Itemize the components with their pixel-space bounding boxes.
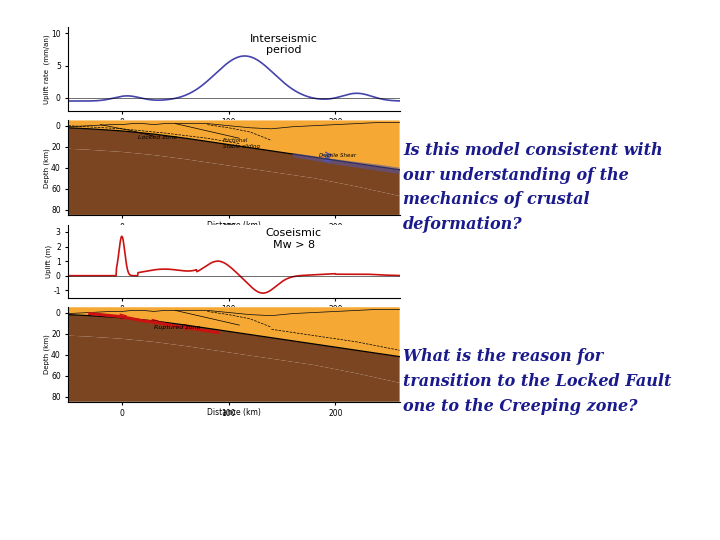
Text: Ruptured zone: Ruptured zone (154, 325, 200, 330)
Y-axis label: Depth (km): Depth (km) (43, 148, 50, 187)
Text: Interseismic
period: Interseismic period (250, 33, 318, 55)
Y-axis label: Uplift rate  (mm/an): Uplift rate (mm/an) (43, 34, 50, 104)
Text: Coseismic
Mw > 8: Coseismic Mw > 8 (266, 228, 322, 250)
Text: Ductile Shear: Ductile Shear (320, 153, 356, 158)
Text: Locked zone: Locked zone (138, 136, 177, 140)
Text: Distance (km): Distance (km) (207, 408, 261, 417)
Polygon shape (68, 336, 400, 402)
Polygon shape (68, 315, 400, 383)
Text: Is this model consistent with
our understanding of the
mechanics of crustal
defo: Is this model consistent with our unders… (403, 141, 663, 233)
Text: Distance (km): Distance (km) (207, 221, 261, 230)
Y-axis label: Depth (km): Depth (km) (43, 335, 50, 374)
Text: Frictional
Stable sliding: Frictional Stable sliding (223, 138, 261, 148)
Polygon shape (68, 120, 400, 129)
Polygon shape (68, 123, 400, 170)
Polygon shape (68, 309, 400, 356)
Polygon shape (293, 153, 400, 174)
Polygon shape (68, 128, 400, 196)
Text: What is the reason for
transition to the Locked Fault
one to the Creeping zone?: What is the reason for transition to the… (403, 348, 672, 415)
Polygon shape (68, 149, 400, 215)
Y-axis label: Uplift (m): Uplift (m) (45, 245, 52, 278)
Polygon shape (68, 307, 400, 316)
